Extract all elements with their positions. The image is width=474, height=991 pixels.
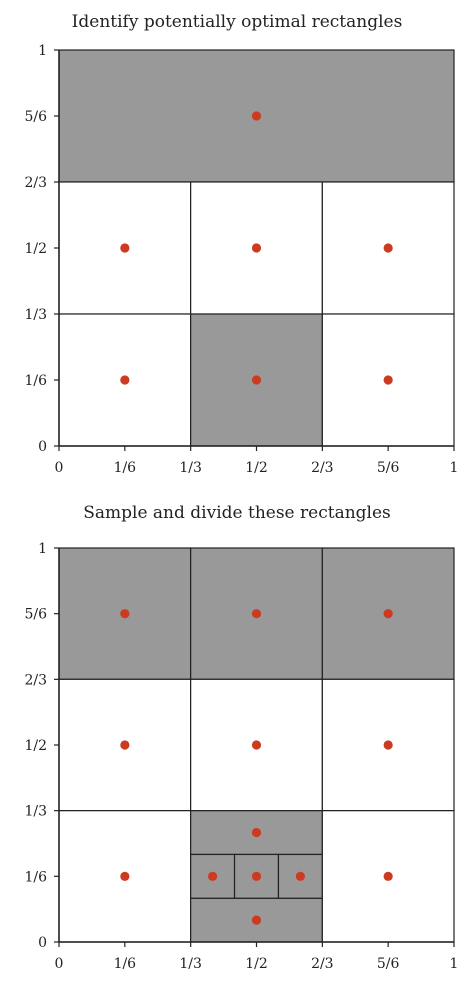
- sample-point-2-8: [208, 871, 218, 881]
- x-tick-label: 2/3: [311, 956, 334, 972]
- sample-point-1-7: [383, 375, 393, 385]
- sample-point-2-6: [383, 740, 393, 750]
- x-tick-label: 0: [55, 956, 64, 972]
- sample-point-2-11: [383, 871, 393, 881]
- panel-1-plot: 0 1/6 1/3 1/2 2/3 5/6 1 0 1/6 1/3 1/2 2/3 5/6 1: [24, 43, 458, 476]
- x-tick-label: 0: [55, 460, 64, 476]
- y-tick-label: 1/3: [24, 804, 47, 820]
- x-tick-label: 1/6: [114, 460, 137, 476]
- x-tick-label: 1/3: [179, 956, 202, 972]
- sample-point-2-12: [251, 827, 262, 838]
- y-tick-label: 1/6: [24, 869, 47, 885]
- sample-point-2-2: [251, 609, 262, 619]
- y-tick-label: 1/2: [24, 738, 47, 754]
- sample-point-1-6: [251, 375, 262, 385]
- x-tick-label: 1/6: [114, 956, 137, 972]
- y-tick-label: 1/3: [24, 307, 47, 323]
- rectangle-1-5: [58, 313, 192, 447]
- y-tick-label: 5/6: [24, 607, 47, 623]
- sample-point-2-13: [251, 915, 262, 925]
- x-tick-label: 5/6: [377, 460, 400, 476]
- y-tick-label: 2/3: [24, 175, 47, 191]
- panel-2-plot: 0 1/6 1/3 1/2 2/3 5/6 1 0 1/6 1/3 1/2 2/3 5/6 1: [24, 541, 458, 972]
- x-tick-label: 1/3: [179, 460, 202, 476]
- x-tick-label: 1/2: [245, 460, 268, 476]
- sample-point-2-4: [120, 740, 130, 750]
- sample-point-1-3: [251, 243, 262, 253]
- x-tick-label: 1: [450, 460, 459, 476]
- x-tick-label: 1: [450, 956, 459, 972]
- sample-point-1-1: [251, 111, 262, 121]
- y-tick-label: 1: [38, 43, 47, 59]
- y-tick-label: 0: [38, 935, 47, 951]
- x-tick-label: 1/2: [245, 956, 268, 972]
- y-tick-label: 0: [38, 439, 47, 455]
- sample-point-2-9: [251, 871, 262, 881]
- x-tick-label: 5/6: [377, 956, 400, 972]
- sample-point-2-1: [120, 609, 130, 619]
- sample-point-1-5: [120, 375, 130, 385]
- panel-2-title: Sample and divide these rectangles: [83, 503, 391, 523]
- y-tick-label: 5/6: [24, 109, 47, 125]
- sample-point-1-4: [383, 243, 393, 253]
- y-tick-label: 1/6: [24, 373, 47, 389]
- sample-point-1-2: [120, 243, 130, 253]
- sample-point-2-7: [120, 871, 130, 881]
- y-tick-label: 2/3: [24, 672, 47, 688]
- sample-point-2-10: [295, 871, 305, 881]
- x-tick-label: 2/3: [311, 460, 334, 476]
- sample-point-2-3: [383, 609, 393, 619]
- sample-point-2-5: [251, 740, 262, 750]
- y-tick-label: 1: [38, 541, 47, 557]
- panel-1-title: Identify potentially optimal rectangles: [71, 12, 403, 32]
- y-tick-label: 1/2: [24, 241, 47, 257]
